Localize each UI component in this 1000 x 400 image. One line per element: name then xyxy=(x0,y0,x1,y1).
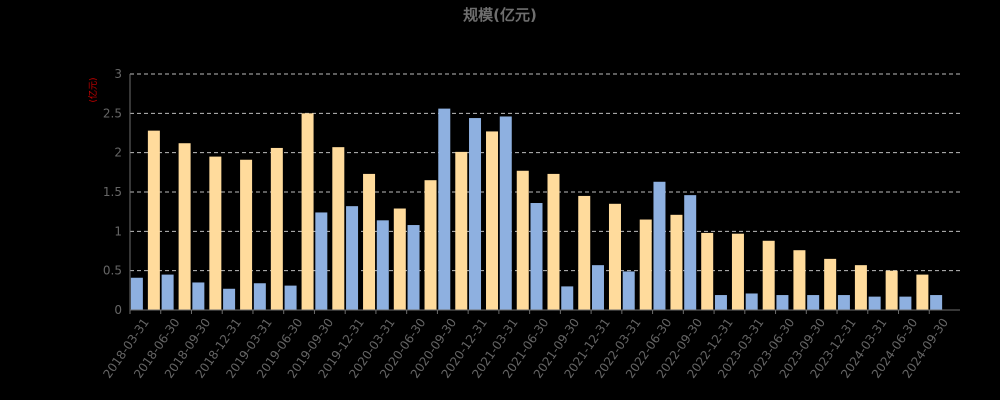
bar-series-2 xyxy=(670,214,683,310)
bar-series-1 xyxy=(469,118,482,310)
bar-series-1 xyxy=(868,296,881,310)
bar-series-1 xyxy=(807,295,820,310)
bar-series-2 xyxy=(455,151,468,310)
y-tick-label: 1 xyxy=(114,224,122,238)
bar-series-1 xyxy=(376,220,389,310)
bar-series-2 xyxy=(301,113,314,310)
bar-series-2 xyxy=(639,219,652,310)
bar-series-2 xyxy=(608,203,621,310)
y-tick-label: 2.5 xyxy=(103,106,122,120)
y-tick-label: 3 xyxy=(114,67,122,81)
bar-series-1 xyxy=(499,116,512,310)
bar-series-1 xyxy=(653,181,666,310)
bar-series-1 xyxy=(346,206,359,310)
bar-series-1 xyxy=(130,277,143,310)
bar-series-1 xyxy=(714,295,727,310)
bar-series-1 xyxy=(591,265,604,310)
bar-series-1 xyxy=(622,271,635,310)
bar-series-2 xyxy=(578,195,591,310)
bar-series-1 xyxy=(776,295,789,310)
bar-series-2 xyxy=(885,270,898,310)
bar-series-1 xyxy=(930,295,943,310)
bar-series-2 xyxy=(486,131,499,310)
bar-series-1 xyxy=(315,212,328,310)
bar-series-1 xyxy=(223,288,236,310)
bar-series-1 xyxy=(837,295,850,310)
bar-series-1 xyxy=(161,274,174,310)
bar-series-1 xyxy=(438,108,451,310)
y-tick-label: 0 xyxy=(114,303,122,317)
bar-series-2 xyxy=(731,233,744,310)
bar-series-2 xyxy=(824,258,837,310)
bar-series-2 xyxy=(209,156,222,310)
bar-series-2 xyxy=(178,143,191,310)
bar-series-1 xyxy=(899,296,912,310)
bar-series-1 xyxy=(284,285,297,310)
bar-series-1 xyxy=(253,283,266,310)
y-tick-label: 0.5 xyxy=(103,264,122,278)
y-axis-unit-label: (亿元) xyxy=(87,77,99,102)
bar-series-1 xyxy=(684,195,697,310)
bar-series-2 xyxy=(916,274,929,310)
bar-series-2 xyxy=(270,147,283,310)
bar-series-2 xyxy=(793,250,806,310)
bar-series-2 xyxy=(363,173,376,310)
bar-series-2 xyxy=(424,180,437,310)
bar-series-1 xyxy=(192,282,205,310)
bar-series-1 xyxy=(407,225,420,310)
bar-series-1 xyxy=(745,293,758,310)
bar-series-2 xyxy=(547,173,560,310)
bar-series-2 xyxy=(762,240,775,310)
bar-series-1 xyxy=(561,286,574,310)
bar-series-1 xyxy=(530,203,543,310)
bar-series-2 xyxy=(240,159,253,310)
bar-series-2 xyxy=(332,147,345,310)
chart-title: 规模(亿元) xyxy=(463,6,537,24)
bar-series-2 xyxy=(147,130,160,310)
y-tick-label: 2 xyxy=(114,146,122,160)
bar-series-2 xyxy=(854,265,867,310)
y-tick-label: 1.5 xyxy=(103,185,122,199)
bar-series-2 xyxy=(516,170,529,310)
bar-series-2 xyxy=(393,208,406,310)
bar-series-2 xyxy=(701,232,714,310)
